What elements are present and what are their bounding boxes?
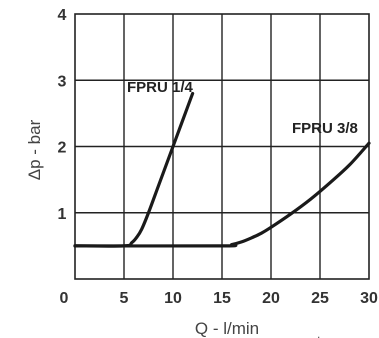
series-label-fpru-1-4: FPRU 1/4	[127, 79, 194, 96]
series-curves	[73, 91, 371, 248]
x-tick-label: 20	[262, 290, 280, 307]
series-label-fpru-3-8: FPRU 3/8	[292, 120, 358, 137]
plot-frame	[74, 13, 370, 280]
x-tick-label: 15	[213, 290, 231, 307]
y-tick-labels: 1 2 3 4	[58, 7, 67, 223]
x-tick-label: 0	[60, 290, 69, 307]
y-tick-label: 3	[58, 73, 67, 90]
y-axis-label: Δp - bar	[25, 119, 44, 180]
stray-dot: .	[317, 327, 320, 338]
x-tick-label: 10	[164, 290, 182, 307]
y-tick-label: 2	[58, 140, 67, 157]
x-tick-labels: 0 5 10 15 20 25 30	[60, 290, 378, 307]
y-tick-label: 1	[58, 206, 67, 223]
series-line-fpru-1-4	[73, 91, 195, 248]
y-tick-label: 4	[58, 7, 67, 24]
series-line-fpru-3-8	[73, 141, 371, 248]
x-axis-label: Q - l/min	[195, 319, 259, 338]
grid	[75, 14, 369, 279]
x-tick-label: 30	[360, 290, 378, 307]
x-tick-label: 5	[120, 290, 129, 307]
x-tick-label: 25	[311, 290, 329, 307]
